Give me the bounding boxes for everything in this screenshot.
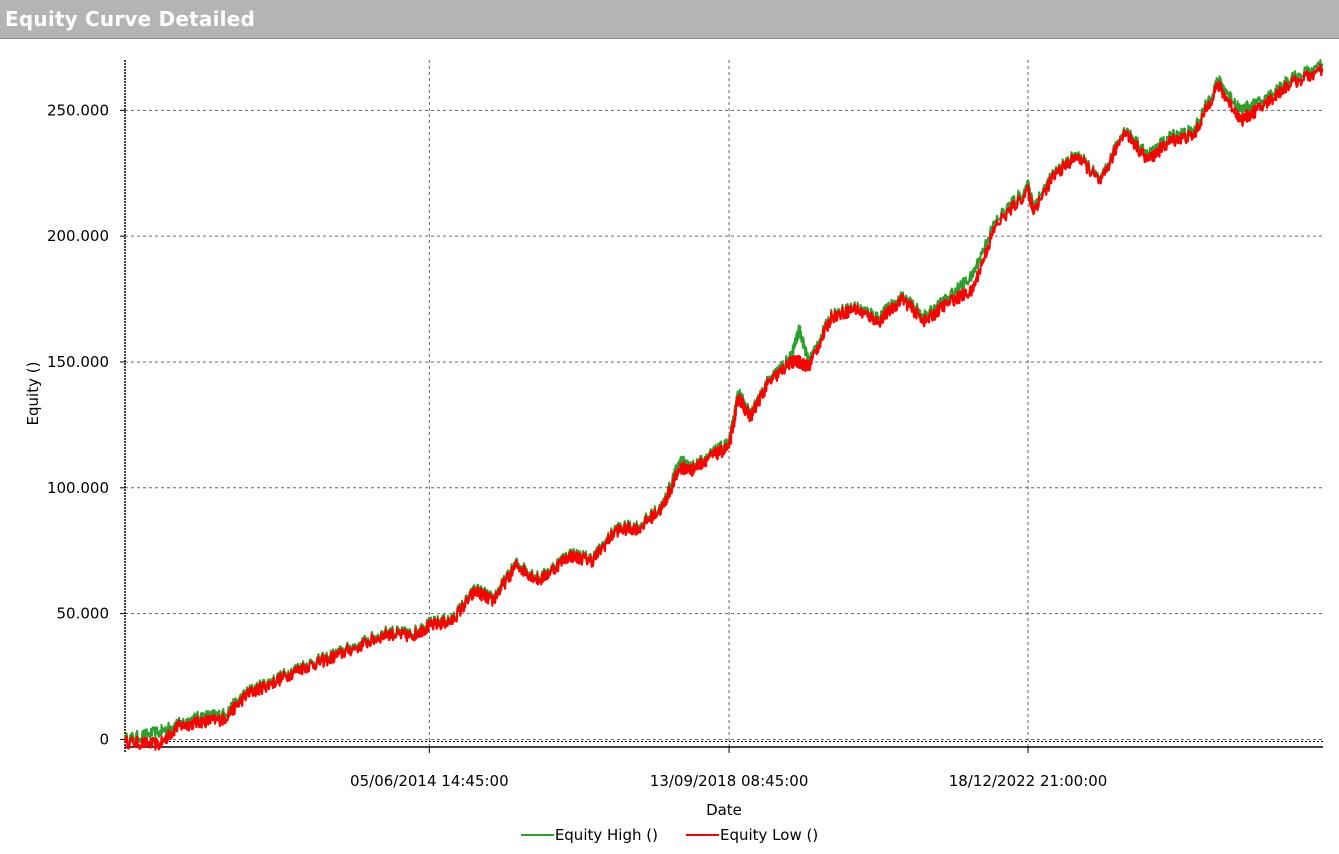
x-tick-label: 18/12/2022 21:00:00 bbox=[949, 772, 1108, 790]
legend-swatch-equity-high bbox=[520, 834, 554, 836]
y-tick-label: 250.000 bbox=[47, 101, 109, 119]
x-tick-label: 13/09/2018 08:45:00 bbox=[650, 772, 809, 790]
x-axis-title: Date bbox=[706, 801, 742, 819]
y-axis-title: Equity () bbox=[24, 362, 42, 426]
tick-labels: 0 50.000 100.000 150.000 200.000 250.000 05/06… bbox=[47, 101, 1107, 790]
series-lines bbox=[123, 59, 1324, 751]
grid bbox=[125, 60, 1323, 747]
y-tick-label: 200.000 bbox=[47, 227, 109, 245]
axes bbox=[120, 60, 1323, 753]
y-tick-label: 100.000 bbox=[47, 479, 109, 497]
legend-label-equity-high: Equity High () bbox=[554, 826, 658, 844]
y-tick-label: 0 bbox=[99, 730, 109, 748]
equity-chart: 0 50.000 100.000 150.000 200.000 250.000 05/06… bbox=[24, 59, 1324, 819]
legend-item-equity-low[interactable]: Equity Low () bbox=[685, 826, 819, 844]
page-title: Equity Curve Detailed bbox=[5, 7, 255, 31]
legend-swatch-equity-low bbox=[685, 834, 719, 836]
y-tick-label: 150.000 bbox=[47, 353, 109, 371]
legend-label-equity-low: Equity Low () bbox=[719, 826, 819, 844]
series-line-equity-low bbox=[123, 63, 1324, 751]
title-bar: Equity Curve Detailed bbox=[0, 0, 1339, 39]
x-tick-label: 05/06/2014 14:45:00 bbox=[350, 772, 509, 790]
legend-item-equity-high[interactable]: Equity High () bbox=[520, 826, 658, 844]
series-line-equity-high bbox=[124, 59, 1324, 746]
legend: Equity High () Equity Low () bbox=[0, 826, 1339, 844]
y-tick-label: 50.000 bbox=[57, 605, 110, 623]
